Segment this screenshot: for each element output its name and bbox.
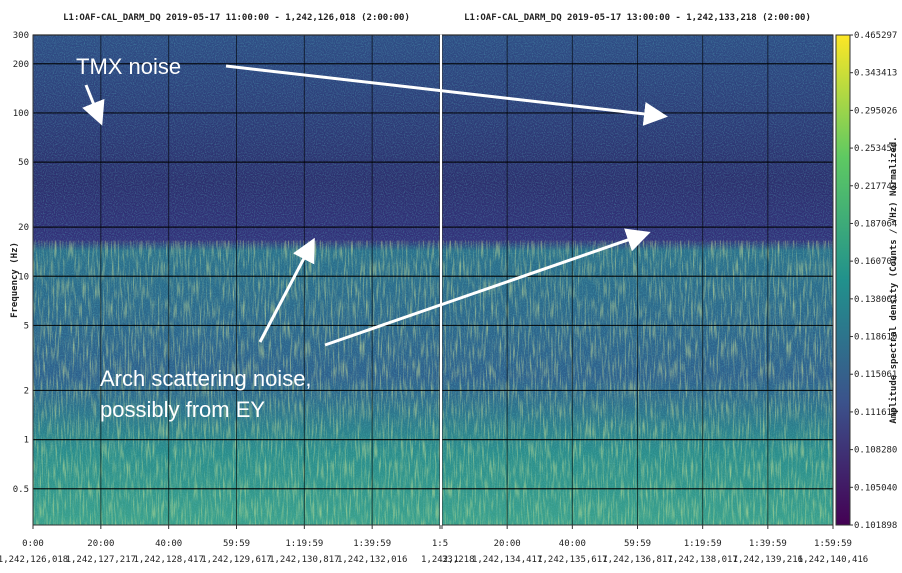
colorbar-tick-label: 0.160707 — [854, 257, 897, 267]
y-tick-label: 20 — [18, 223, 29, 233]
x-tick-label: 1:5 — [432, 539, 448, 549]
x-tick-label: 40:00 — [155, 539, 182, 549]
colorbar-tick-label: 0.118610 — [854, 333, 897, 343]
colorbar-tick-label: 0.101898 — [854, 521, 897, 531]
gps-tick-label: 1,242,136,817 — [602, 555, 672, 565]
y-tick-label: 10 — [18, 272, 29, 282]
gps-tick-label: 1,242,1 — [421, 555, 459, 565]
x-tick-label: 20:00 — [494, 539, 521, 549]
x-tick-label: 1:19:59 — [285, 539, 323, 549]
y-tick-label: 300 — [13, 31, 29, 41]
colorbar-label: Amplitude spectral density (Counts / √Hz… — [888, 136, 899, 423]
colorbar-tick-label: 0.217744 — [854, 182, 897, 192]
y-axis-label: Frequency (Hz) — [10, 242, 20, 318]
gps-tick-label: 1,242,130,817 — [269, 555, 339, 565]
annotation: TMX noise — [76, 54, 181, 79]
arrow — [82, 84, 105, 126]
colorbar-tick-label: 0.108280 — [854, 446, 897, 456]
colorbar-tick-label: 0.111619 — [854, 408, 897, 418]
colorbar-tick-label: 0.187064 — [854, 219, 897, 229]
colorbar-tick-label: 0.105040 — [854, 483, 897, 493]
y-tick-label: 200 — [13, 60, 29, 70]
x-tick-label: 1:19:59 — [684, 539, 722, 549]
colorbar-tick-label: 0.343413 — [854, 69, 897, 79]
arrow — [258, 237, 315, 343]
x-tick-label: 59:59 — [624, 539, 651, 549]
y-tick-label: 1 — [24, 436, 29, 446]
annotations: TMX noise Arch scattering noise, possibl… — [76, 54, 668, 422]
colorbar-tick-label: 0.138063 — [854, 295, 897, 305]
gps-tick-label: 1,242,135,617 — [537, 555, 607, 565]
x-tick-label: 59:59 — [223, 539, 250, 549]
gps-tick-label: 1,242,138,017 — [667, 555, 737, 565]
annotation: possibly from EY — [100, 397, 265, 422]
gps-tick-label: 1,242,128,417 — [133, 555, 203, 565]
x-tick-label: 40:00 — [559, 539, 586, 549]
gps-tick-label: 33,218 — [442, 555, 475, 565]
x-tick-label: 1:39:59 — [749, 539, 787, 549]
arrow — [324, 228, 651, 347]
y-tick-label: 100 — [13, 109, 29, 119]
gps-tick-label: 1,242,139,216 — [733, 555, 803, 565]
x-tick-label: 1:39:59 — [353, 539, 391, 549]
panel-title: L1:OAF-CAL_DARM_DQ 2019-05-17 11:00:00 -… — [63, 13, 410, 23]
panel-title: L1:OAF-CAL_DARM_DQ 2019-05-17 13:00:00 -… — [464, 13, 811, 23]
y-tick-label: 50 — [18, 158, 29, 168]
gps-tick-label: 1,242,140,416 — [798, 555, 868, 565]
x-tick-label: 1:59:59 — [814, 539, 852, 549]
gps-tick-label: 1,242,129,617 — [201, 555, 271, 565]
gps-tick-label: 1,242,126,018 — [0, 555, 68, 565]
gps-tick-label: 1,242,132,016 — [337, 555, 407, 565]
gps-tick-label: 1,242,127,217 — [66, 555, 136, 565]
annotation: Arch scattering noise, — [100, 366, 312, 391]
x-tick-label: 0:00 — [22, 539, 44, 549]
gps-tick-label: 1,242,134,417 — [472, 555, 542, 565]
arrow — [225, 64, 668, 126]
colorbar-tick-label: 0.295026 — [854, 106, 897, 116]
x-tick-label: 20:00 — [87, 539, 114, 549]
colorbar — [835, 34, 851, 526]
colorbar-tick-label: 0.253457 — [854, 144, 897, 154]
colorbar-tick-label: 0.115061 — [854, 370, 897, 380]
y-tick-label: 0.5 — [13, 485, 29, 495]
colorbar-tick-label: 0.465297 — [854, 31, 897, 41]
y-tick-label: 2 — [24, 386, 29, 396]
plots: L1:OAF-CAL_DARM_DQ 2019-05-17 11:00:00 -… — [0, 13, 899, 565]
y-tick-label: 5 — [24, 321, 29, 331]
